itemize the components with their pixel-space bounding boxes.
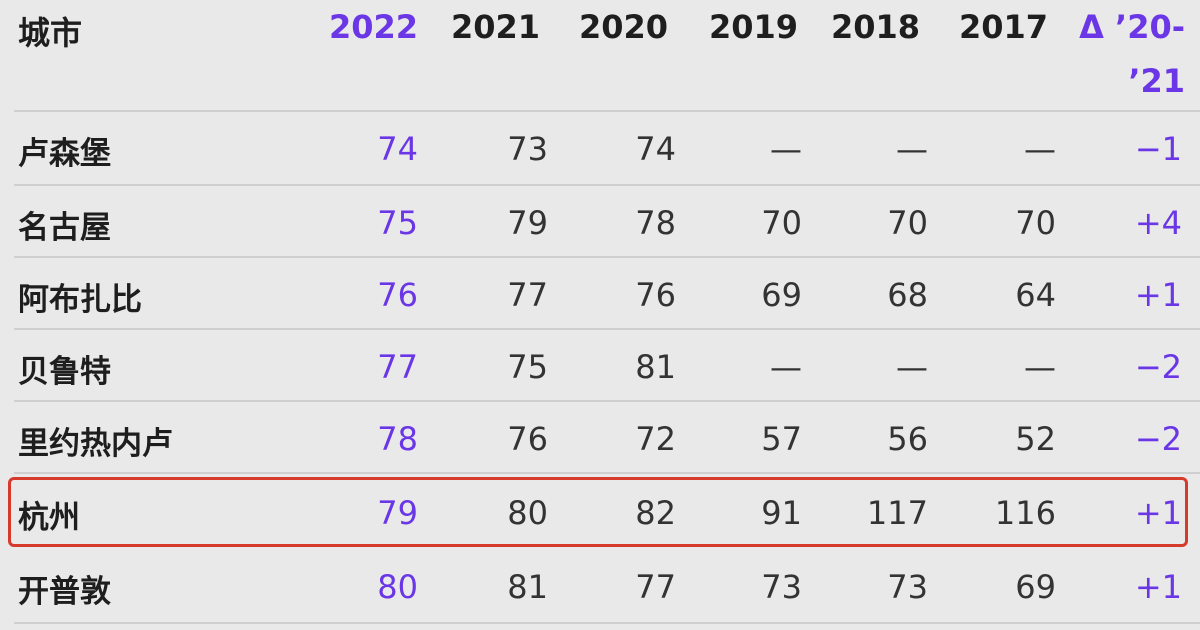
city-name: 名古屋 — [18, 210, 111, 246]
value-delta: −1 — [1134, 130, 1182, 168]
value-2019: 73 — [761, 568, 802, 606]
row-divider — [14, 622, 1200, 624]
header-delta-line2: ’21 — [1128, 62, 1185, 100]
value-2018: 68 — [887, 276, 928, 314]
table-row: 卢森堡 74 73 74 — — — −1 — [0, 112, 1200, 184]
value-2019: 57 — [761, 420, 802, 458]
value-2017: — — [1024, 348, 1056, 386]
row-divider — [14, 328, 1200, 330]
value-2017: 52 — [1015, 420, 1056, 458]
value-2018: 117 — [866, 494, 928, 532]
value-2017: 116 — [994, 494, 1056, 532]
value-2021: 77 — [507, 276, 548, 314]
row-divider — [14, 256, 1200, 258]
value-2020: 82 — [635, 494, 676, 532]
header-year-2022: 2022 — [328, 8, 418, 46]
table-row: 里约热内卢 78 76 72 57 56 52 −2 — [0, 402, 1200, 474]
value-2021: 80 — [507, 494, 548, 532]
city-name: 贝鲁特 — [18, 354, 111, 390]
value-2022: 80 — [377, 568, 418, 606]
value-2021: 76 — [507, 420, 548, 458]
value-delta: −2 — [1134, 348, 1182, 386]
value-2022: 77 — [377, 348, 418, 386]
table-row: 贝鲁特 77 75 81 — — — −2 — [0, 330, 1200, 402]
value-delta: +1 — [1134, 494, 1182, 532]
header-year-2019: 2019 — [708, 8, 798, 46]
value-2022: 76 — [377, 276, 418, 314]
value-2018: — — [896, 348, 928, 386]
value-delta: +1 — [1134, 276, 1182, 314]
value-2020: 77 — [635, 568, 676, 606]
value-2018: 70 — [887, 204, 928, 242]
value-2019: 91 — [761, 494, 802, 532]
header-year-2017: 2017 — [958, 8, 1048, 46]
city-name: 杭州 — [18, 500, 80, 536]
row-divider — [14, 400, 1200, 402]
header-year-2021: 2021 — [450, 8, 540, 46]
value-2018: — — [896, 130, 928, 168]
value-2020: 78 — [635, 204, 676, 242]
header-delta-line1: Δ ’20- — [1079, 8, 1185, 46]
city-name: 开普敦 — [18, 574, 111, 610]
header-year-2018: 2018 — [830, 8, 920, 46]
city-name: 里约热内卢 — [18, 426, 173, 462]
value-2020: 72 — [635, 420, 676, 458]
value-2020: 74 — [635, 130, 676, 168]
value-2021: 79 — [507, 204, 548, 242]
value-2019: — — [770, 348, 802, 386]
value-2019: 69 — [761, 276, 802, 314]
value-delta: +1 — [1134, 568, 1182, 606]
city-name: 阿布扎比 — [18, 282, 142, 318]
value-2017: 64 — [1015, 276, 1056, 314]
value-delta: +4 — [1134, 204, 1182, 242]
value-2018: 73 — [887, 568, 928, 606]
value-2019: — — [770, 130, 802, 168]
header-city: 城市 — [18, 14, 83, 52]
city-name: 卢森堡 — [18, 136, 111, 172]
value-2022: 79 — [377, 494, 418, 532]
value-2022: 75 — [377, 204, 418, 242]
value-2022: 78 — [377, 420, 418, 458]
value-2019: 70 — [761, 204, 802, 242]
value-2020: 81 — [635, 348, 676, 386]
value-2022: 74 — [377, 130, 418, 168]
value-2021: 75 — [507, 348, 548, 386]
row-divider — [14, 472, 1200, 474]
header-year-2020: 2020 — [578, 8, 668, 46]
value-2017: — — [1024, 130, 1056, 168]
table-row: 名古屋 75 79 78 70 70 70 +4 — [0, 186, 1200, 258]
header-delta: Δ ’20- ’21 — [1045, 0, 1185, 108]
value-2018: 56 — [887, 420, 928, 458]
table-header: 城市 2022 2021 2020 2019 2018 2017 Δ ’20- … — [0, 0, 1200, 110]
value-2017: 70 — [1015, 204, 1056, 242]
value-2020: 76 — [635, 276, 676, 314]
header-divider — [14, 110, 1200, 112]
value-2021: 73 — [507, 130, 548, 168]
table-row: 阿布扎比 76 77 76 69 68 64 +1 — [0, 258, 1200, 330]
value-delta: −2 — [1134, 420, 1182, 458]
value-2021: 81 — [507, 568, 548, 606]
table-row-highlighted: 杭州 79 80 82 91 117 116 +1 — [0, 476, 1200, 548]
row-divider — [14, 184, 1200, 186]
value-2017: 69 — [1015, 568, 1056, 606]
table-row: 开普敦 80 81 77 73 73 69 +1 — [0, 550, 1200, 622]
